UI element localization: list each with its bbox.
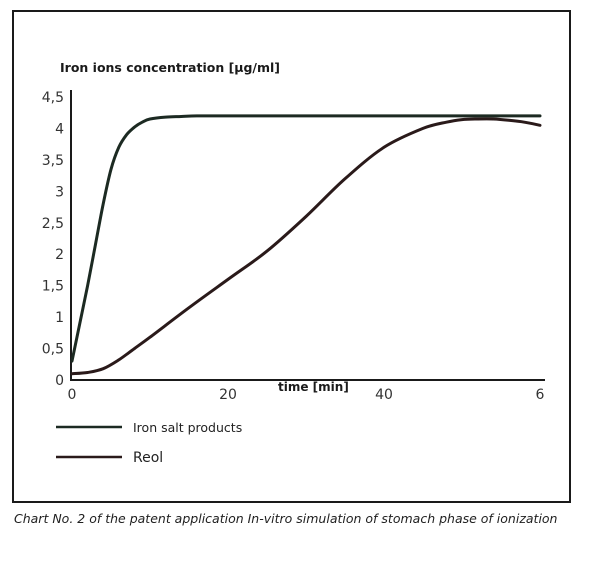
y-tick-label: 4 — [55, 121, 64, 137]
series-line-iron-salt-products — [70, 114, 542, 363]
x-tick-label: 20 — [219, 387, 237, 403]
chart-title: Iron ions concentration [µg/ml] — [60, 60, 280, 75]
y-tick-label: 3,5 — [42, 153, 64, 169]
y-tick-label: 4,5 — [42, 90, 64, 106]
y-tick-label: 0,5 — [42, 342, 64, 358]
y-tick-label: 0 — [55, 373, 64, 389]
series-line-reol — [70, 117, 542, 376]
legend-label: Reol — [133, 450, 163, 466]
x-tick-label: 40 — [375, 387, 393, 403]
x-axis-label: time [min] — [278, 380, 349, 394]
y-tick-label: 3 — [55, 184, 64, 200]
y-tick-label: 1,5 — [42, 279, 64, 295]
legend-label: Iron salt products — [133, 420, 242, 435]
y-tick-label: 2,5 — [42, 216, 64, 232]
chart-frame — [12, 10, 571, 503]
chart-caption: Chart No. 2 of the patent application In… — [14, 511, 558, 526]
x-tick-label: 0 — [68, 387, 77, 403]
x-tick-label: 6 — [536, 387, 545, 403]
y-tick-label: 1 — [55, 310, 64, 326]
y-tick-label: 2 — [55, 247, 64, 263]
